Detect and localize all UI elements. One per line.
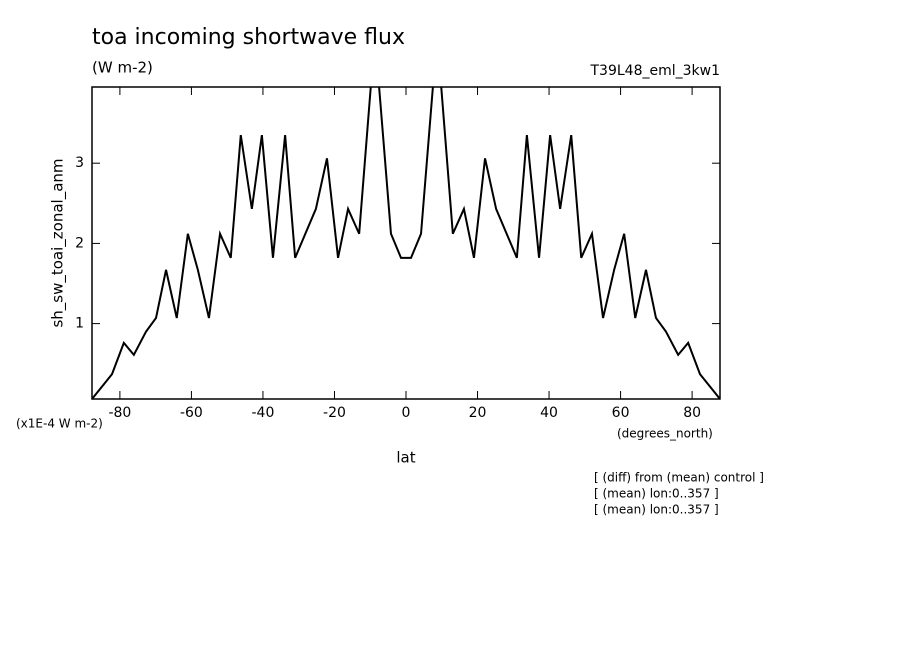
chart-title: toa incoming shortwave flux bbox=[92, 25, 405, 50]
x-tick-label: 60 bbox=[612, 405, 630, 421]
data-line bbox=[92, 87, 720, 399]
x-tick-label: 40 bbox=[540, 405, 558, 421]
y-units: (x1E-4 W m-2) bbox=[16, 417, 103, 431]
x-units: (degrees_north) bbox=[617, 427, 713, 441]
x-tick-label: -40 bbox=[252, 405, 275, 421]
x-tick-label: 20 bbox=[469, 405, 487, 421]
y-tick-label: 1 bbox=[75, 316, 84, 332]
y-tick-label: 3 bbox=[75, 155, 84, 171]
note: [ (mean) lon:0..357 ] bbox=[594, 503, 719, 517]
experiment: T39L48_eml_3kw1 bbox=[590, 63, 721, 79]
x-tick-label: -60 bbox=[180, 405, 203, 421]
note: [ (mean) lon:0..357 ] bbox=[594, 487, 719, 501]
subtitle: (W m-2) bbox=[92, 59, 153, 77]
x-tick-label: -20 bbox=[323, 405, 346, 421]
x-tick-label: 80 bbox=[683, 405, 701, 421]
x-tick-label: 0 bbox=[402, 405, 411, 421]
x-axis-label: lat bbox=[396, 449, 415, 467]
note: [ (diff) from (mean) control ] bbox=[594, 471, 764, 485]
y-tick-label: 2 bbox=[75, 235, 84, 251]
y-axis-label: sh_sw_toai_zonal_anm bbox=[49, 158, 68, 327]
x-tick-label: -80 bbox=[108, 405, 131, 421]
